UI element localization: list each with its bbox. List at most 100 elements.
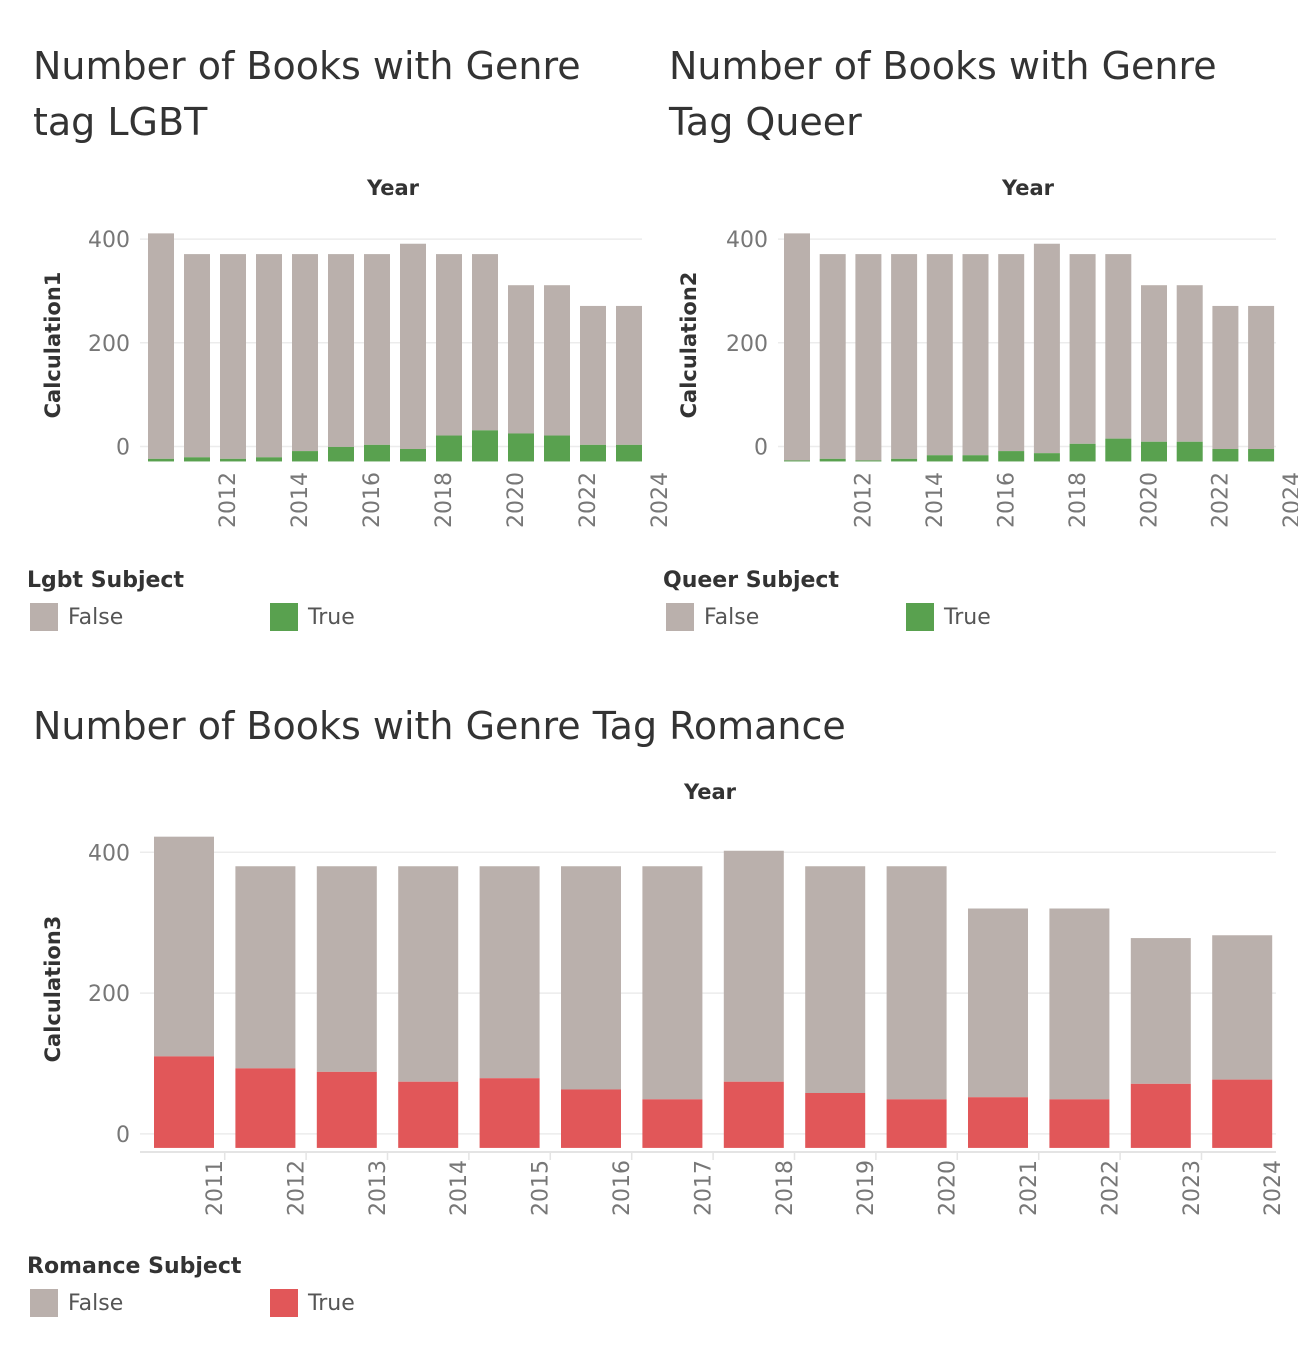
lgbt-legend-true-swatch — [270, 603, 298, 631]
romance-bar-true-2016 — [561, 1089, 621, 1148]
queer-bar-true-2021 — [1141, 441, 1167, 462]
lgbt-bar-true-2017 — [364, 444, 390, 462]
lgbt-legend-false-swatch — [30, 603, 58, 631]
romance-bar-false-2019 — [805, 866, 866, 1093]
romance-bar-false-2017 — [642, 866, 703, 1100]
romance-bar-true-2015 — [479, 1078, 540, 1148]
romance-legend-false[interactable]: False — [30, 1289, 123, 1317]
lgbt-legend-true[interactable]: True — [270, 603, 355, 631]
lgbt-bar-false-2015 — [292, 254, 318, 452]
queer-legend-true[interactable]: True — [906, 603, 991, 631]
romance-bar-false-2021 — [968, 908, 1028, 1098]
queer-bar-false-2015 — [926, 254, 953, 456]
romance-legend-false-swatch — [30, 1289, 58, 1317]
lgbt-bar-false-2012 — [184, 254, 210, 458]
lgbt-chart: 0 200 400 Year Calculation1 2012 2014 2016 2018 2… — [41, 176, 673, 528]
romance-bar-false-2018 — [723, 850, 784, 1082]
queer-x-tick-label: 2024 — [1280, 472, 1298, 528]
romance-chart-title: Number of Books with Genre Tag Romance — [33, 704, 846, 748]
queer-bar-true-2017 — [998, 451, 1025, 462]
romance-bar-true-2019 — [805, 1092, 866, 1148]
queer-chart: 0 200 400 Year Calculation2 2012 2014 2016 2018 2… — [677, 176, 1298, 528]
lgbt-bar-true-2018 — [400, 449, 426, 462]
romance-y-tick-label: 0 — [116, 1123, 130, 1148]
lgbt-x-tick-label: 2012 — [216, 472, 241, 528]
queer-x-tick-label: 2014 — [923, 472, 948, 528]
queer-bar-false-2019 — [1069, 254, 1096, 444]
queer-x-tick-label: 2020 — [1137, 472, 1162, 528]
romance-y-tick-label: 200 — [88, 982, 130, 1007]
lgbt-bar-true-2019 — [436, 435, 462, 462]
romance-bar-false-2024 — [1212, 935, 1273, 1080]
romance-chart: 0 200 400 Year Calculation3 2011 2012 2013 2014 2… — [41, 780, 1286, 1216]
lgbt-bar-false-2024 — [616, 305, 642, 445]
romance-bar-false-2013 — [316, 866, 377, 1072]
queer-legend-false-label: False — [704, 604, 760, 630]
queer-bar-false-2020 — [1105, 254, 1132, 439]
queer-title-line1: Number of Books with Genre — [669, 44, 1217, 88]
lgbt-bar-true-2016 — [328, 446, 354, 462]
queer-x-tick-label: 2022 — [1209, 472, 1234, 528]
romance-x-tick-label: 2011 — [203, 1160, 228, 1216]
romance-bar-true-2024 — [1212, 1079, 1273, 1148]
lgbt-bar-true-2014 — [256, 457, 282, 462]
lgbt-bar-true-2024 — [616, 444, 642, 462]
romance-bar-false-2016 — [561, 866, 621, 1090]
lgbt-x-tick-label: 2024 — [648, 472, 673, 528]
queer-legend-true-label: True — [944, 604, 991, 630]
lgbt-legend-false[interactable]: False — [30, 603, 123, 631]
romance-bar-true-2012 — [235, 1068, 296, 1148]
queer-bar-false-2022 — [1176, 285, 1203, 442]
queer-bar-false-2017 — [998, 254, 1025, 452]
lgbt-chart-title: Number of Books with Genre tag LGBT — [33, 38, 581, 150]
lgbt-bar-false-2018 — [400, 243, 426, 450]
romance-bar-true-2020 — [886, 1099, 947, 1148]
lgbt-bar-true-2020 — [472, 430, 498, 462]
lgbt-legend-title: Lgbt Subject — [27, 568, 184, 593]
romance-x-tick-label: 2018 — [773, 1160, 798, 1216]
queer-bar-true-2015 — [926, 455, 953, 462]
queer-x-axis-title: Year — [1001, 176, 1055, 200]
romance-x-tick-label: 2023 — [1180, 1160, 1205, 1216]
queer-bar-false-2013 — [855, 254, 882, 461]
romance-bar-false-2022 — [1049, 908, 1110, 1100]
romance-x-tick-label: 2014 — [447, 1160, 472, 1216]
romance-legend-true[interactable]: True — [270, 1289, 355, 1317]
lgbt-x-tick-label: 2014 — [288, 472, 313, 528]
romance-legend-true-label: True — [308, 1290, 355, 1316]
queer-legend-true-swatch — [906, 603, 934, 631]
lgbt-bar-false-2013 — [220, 254, 246, 459]
lgbt-y-tick-label: 200 — [88, 332, 130, 357]
queer-chart-title: Number of Books with Genre Tag Queer — [669, 38, 1217, 150]
lgbt-bar-true-2015 — [292, 451, 318, 462]
queer-bar-false-2018 — [1033, 243, 1060, 454]
romance-bar-false-2023 — [1130, 938, 1191, 1084]
lgbt-bar-false-2014 — [256, 254, 282, 458]
romance-x-tick-label: 2013 — [366, 1160, 391, 1216]
queer-bar-true-2011 — [784, 460, 810, 462]
romance-legend-true-swatch — [270, 1289, 298, 1317]
lgbt-x-tick-label: 2020 — [504, 472, 529, 528]
queer-y-tick-label: 0 — [754, 435, 768, 460]
lgbt-x-tick-label: 2022 — [576, 472, 601, 528]
romance-bar-true-2014 — [398, 1081, 459, 1148]
romance-y-tick-label: 400 — [88, 841, 130, 866]
romance-bar-false-2011 — [154, 836, 214, 1057]
lgbt-x-axis-title: Year — [366, 176, 420, 200]
romance-x-tick-label: 2021 — [1017, 1160, 1042, 1216]
romance-bar-true-2021 — [968, 1097, 1028, 1148]
lgbt-bar-false-2021 — [508, 285, 534, 434]
queer-bar-true-2014 — [891, 458, 918, 462]
lgbt-bar-true-2021 — [508, 433, 534, 462]
queer-bar-true-2016 — [962, 455, 989, 462]
queer-legend-false[interactable]: False — [666, 603, 759, 631]
queer-bar-true-2020 — [1105, 438, 1132, 462]
romance-x-tick-label: 2019 — [854, 1160, 879, 1216]
romance-bar-false-2014 — [398, 866, 459, 1082]
queer-y-tick-label: 400 — [726, 228, 768, 253]
lgbt-bar-true-2023 — [580, 444, 606, 462]
romance-y-axis-title: Calculation3 — [41, 916, 65, 1063]
queer-bar-true-2019 — [1069, 443, 1096, 462]
queer-bar-false-2014 — [891, 254, 918, 459]
